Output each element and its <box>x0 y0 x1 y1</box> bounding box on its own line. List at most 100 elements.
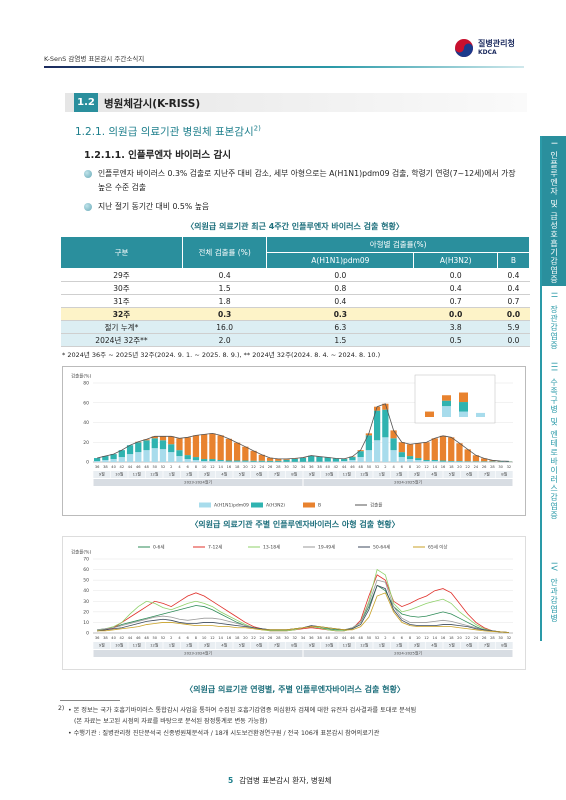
bar-segment <box>233 442 241 461</box>
month-cell <box>285 642 303 649</box>
x-tick-label: 28 <box>276 465 281 469</box>
x-tick-label: 32 <box>507 465 512 469</box>
x-tick-label: 48 <box>144 465 149 469</box>
month-label: 11월 <box>343 643 352 648</box>
x-tick-label: 50 <box>152 636 157 640</box>
table-cell: 0.7 <box>497 294 530 308</box>
x-tick-label: 32 <box>292 636 297 640</box>
month-label: 9월 <box>309 472 315 477</box>
header-cell: 아형별 검출률(%) <box>266 236 530 253</box>
x-tick-label: 52 <box>161 636 166 640</box>
header-cell: 전체 검출률 (%) <box>181 236 268 269</box>
table-cell: 0.8 <box>266 281 414 295</box>
x-tick-label: 26 <box>268 636 273 640</box>
header-rule <box>44 66 524 68</box>
x-tick-label: 16 <box>227 465 232 469</box>
bar-segment <box>126 445 134 455</box>
table-cell: 0.0 <box>497 307 530 321</box>
x-tick-label: 26 <box>482 465 487 469</box>
month-label: 12월 <box>360 472 369 477</box>
bar-segment <box>135 452 142 462</box>
footnote: • 수행기관 : 질병관리청 진단분석국 신종병원체분석과 / 18개 시도보건… <box>68 730 380 737</box>
bar-segment <box>489 460 496 462</box>
x-tick-label: 46 <box>350 465 355 469</box>
x-tick-label: 22 <box>251 465 256 469</box>
month-cell <box>355 471 373 478</box>
month-label: 4월 <box>221 643 227 648</box>
table-cell: 31주 <box>60 294 183 308</box>
month-cell <box>495 642 513 649</box>
x-tick-label: 22 <box>465 465 470 469</box>
table-row: 29주 0.4 0.0 0.0 0.4 <box>60 268 530 282</box>
month-cell <box>233 642 251 649</box>
inset-bar <box>442 395 451 401</box>
month-cell <box>145 471 163 478</box>
y-tick-label: 20 <box>83 609 89 615</box>
x-tick-label: 14 <box>432 636 437 640</box>
bar-segment <box>472 455 480 462</box>
x-tick-label: 8 <box>195 636 198 640</box>
bar-segment <box>184 437 191 456</box>
table-cell: 3.8 <box>413 320 498 334</box>
inset-bar <box>476 412 485 417</box>
legend-label: 검출률 <box>370 502 382 509</box>
y-axis-label: 검출률(%) <box>71 373 91 380</box>
month-label: 12월 <box>360 643 369 648</box>
bar-segment <box>118 457 125 462</box>
x-tick-label: 42 <box>120 465 125 469</box>
bar-segment <box>415 460 422 462</box>
season-cell <box>93 479 303 486</box>
page-footer: 5 감염병 표본감시 환자, 병원체 <box>228 775 332 786</box>
month-cell <box>110 642 128 649</box>
month-cell <box>338 471 356 478</box>
month-label: 5월 <box>239 472 245 477</box>
footnote-mark: 2) <box>58 705 65 712</box>
section-number: 1.2 <box>74 93 98 112</box>
chart-caption: 〈의원급 의료기관 주별 인플루엔자바이러스 아형 검출 현황〉 <box>190 520 400 529</box>
side-tab: IV 안과감염병 <box>540 556 566 641</box>
month-cell <box>338 642 356 649</box>
table-cell: 0.4 <box>182 268 267 282</box>
bar-segment <box>126 454 134 462</box>
x-tick-label: 38 <box>317 465 322 469</box>
month-cell <box>425 471 443 478</box>
bar-segment <box>201 459 208 462</box>
x-tick-label: 24 <box>260 465 265 469</box>
x-tick-label: 18 <box>449 465 454 469</box>
x-tick-label: 26 <box>482 636 487 640</box>
month-cell <box>320 471 338 478</box>
x-tick-label: 42 <box>334 636 339 640</box>
bar-segment <box>341 459 348 462</box>
x-tick-label: 30 <box>498 465 503 469</box>
x-tick-label: 44 <box>128 465 133 469</box>
footnote: (본 자료는 보고된 시점의 자료를 바탕으로 분석된 잠정통계로 변동 가능함… <box>74 718 268 725</box>
month-cell <box>180 642 198 649</box>
x-tick-label: 10 <box>416 636 421 640</box>
bar-segment <box>209 459 216 462</box>
month-label: 11월 <box>133 643 142 648</box>
inset-bar <box>442 400 451 407</box>
chart-caption: 〈의원급 의료기관 연령별, 주별 인플루엔자바이러스 검출 현황〉 <box>185 685 405 694</box>
bullet: 인플루엔자 바이러스 0.3% 검출로 지난주 대비 감소, 세부 아형으로는 … <box>84 167 524 195</box>
x-tick-label: 26 <box>268 465 273 469</box>
x-tick-label: 34 <box>301 636 306 640</box>
footnote: • 본 정보는 국가 호흡기바이러스 통합감시 사업을 통하여 수집된 호흡기감… <box>68 707 417 714</box>
bar-segment <box>365 433 373 436</box>
bar-segment <box>192 457 200 461</box>
table-cell: 0.7 <box>413 294 498 308</box>
month-cell <box>250 471 268 478</box>
bar-segment <box>357 457 364 462</box>
x-tick-label: 28 <box>490 636 495 640</box>
bar-segment <box>349 460 356 462</box>
month-label: 6월 <box>466 472 472 477</box>
bar-segment <box>349 457 356 461</box>
bar-segment <box>382 437 389 462</box>
bar-segment <box>201 434 208 460</box>
x-tick-label: 32 <box>507 636 512 640</box>
x-tick-label: 48 <box>358 636 363 640</box>
table-row: 31주 1.8 0.4 0.7 0.7 <box>60 294 530 308</box>
month-label: 4월 <box>431 643 437 648</box>
